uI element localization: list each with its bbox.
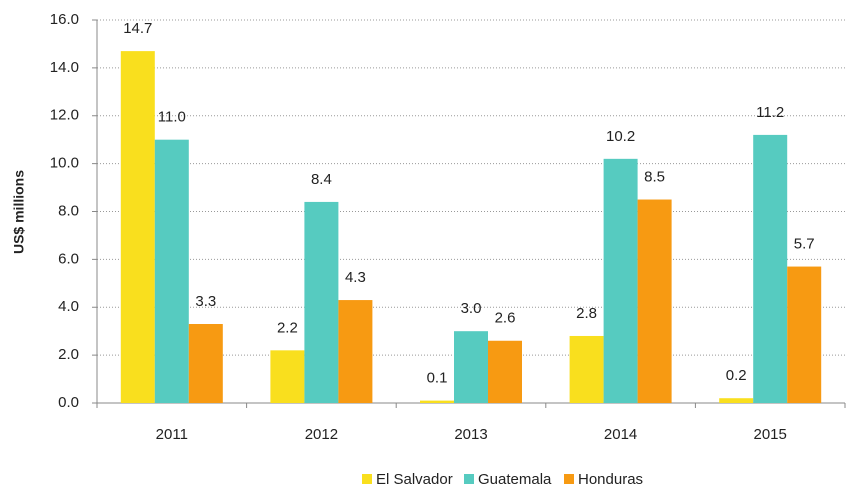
legend-label: Honduras [578,471,643,488]
bar [787,266,822,403]
value-label: 10.2 [606,128,635,145]
x-tick-label: 2012 [305,426,338,443]
legend-swatch [362,474,372,484]
value-label: 11.0 [158,109,186,126]
value-label: 8.5 [644,169,665,186]
value-label: 14.7 [123,20,152,37]
value-label: 2.6 [495,310,516,327]
value-label: 0.2 [726,367,747,384]
y-tick-label: 4.0 [58,298,79,315]
legend-label: Guatemala [478,471,552,488]
y-tick-label: 16.0 [50,11,79,28]
y-axis-title: US$ millions [11,170,27,254]
bar [270,350,305,403]
value-label: 2.2 [277,319,298,336]
bar [188,324,223,403]
value-label: 8.4 [311,171,332,188]
bar [154,139,189,403]
bar [454,331,488,403]
legend-swatch [464,474,474,484]
bar [420,400,454,403]
value-label: 11.2 [756,104,784,121]
bar [120,51,155,404]
y-tick-label: 10.0 [50,155,79,172]
x-tick-label: 2014 [604,426,637,443]
bar [338,300,373,403]
y-tick-label: 14.0 [50,59,79,76]
value-label: 3.3 [195,293,216,310]
y-tick-label: 6.0 [58,250,79,267]
bar [488,340,522,403]
legend-swatch [564,474,574,484]
value-label: 5.7 [794,236,815,253]
bar [719,398,754,403]
bar [603,158,638,403]
bar [304,201,339,403]
value-label: 4.3 [345,269,366,286]
value-label: 0.1 [427,370,448,387]
bar [753,134,788,403]
x-tick-label: 2015 [754,426,787,443]
bar [569,335,604,403]
y-tick-label: 12.0 [50,107,79,124]
value-label: 2.8 [576,305,597,322]
x-tick-label: 2013 [454,426,487,443]
value-label: 3.0 [461,300,482,317]
y-tick-label: 8.0 [58,202,79,219]
x-tick-label: 2011 [156,426,188,443]
y-tick-label: 0.0 [58,394,79,411]
legend-label: El Salvador [376,471,453,488]
bar [637,199,672,403]
y-tick-label: 2.0 [58,346,79,363]
